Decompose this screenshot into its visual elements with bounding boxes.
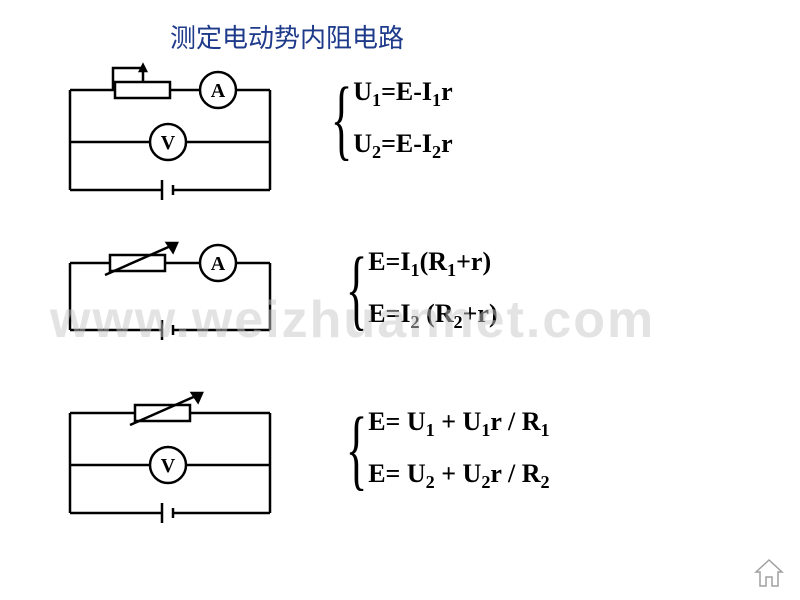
equation: U2=E-I2r bbox=[353, 129, 452, 163]
svg-text:A: A bbox=[211, 253, 226, 275]
brace-icon: { bbox=[331, 75, 353, 165]
equation: U1=E-I1r bbox=[353, 77, 452, 111]
equation-group-1: { U1=E-I1r U2=E-I2r bbox=[320, 75, 453, 165]
equation: E=I2 (R2+r) bbox=[368, 299, 497, 333]
page-title: 测定电动势内阻电路 bbox=[170, 18, 404, 55]
svg-text:V: V bbox=[161, 455, 176, 477]
circuit-1: A V bbox=[55, 62, 285, 212]
brace-icon: { bbox=[346, 245, 368, 335]
svg-text:V: V bbox=[161, 132, 176, 154]
brace-icon: { bbox=[346, 405, 368, 495]
circuit-2: A bbox=[55, 235, 285, 355]
circuit-3: V bbox=[55, 385, 285, 535]
equation: E= U1 + U1r / R1 bbox=[368, 407, 549, 441]
equation: E=I1(R1+r) bbox=[368, 247, 497, 281]
equation-group-3: { E= U1 + U1r / R1 E= U2 + U2r / R2 bbox=[335, 405, 550, 495]
equation-group-2: { E=I1(R1+r) E=I2 (R2+r) bbox=[335, 245, 498, 335]
home-icon[interactable] bbox=[752, 558, 786, 588]
equation: E= U2 + U2r / R2 bbox=[368, 459, 549, 493]
svg-text:A: A bbox=[211, 80, 226, 102]
